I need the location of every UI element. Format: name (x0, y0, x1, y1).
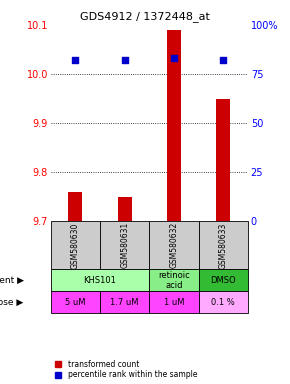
Text: KHS101: KHS101 (84, 276, 117, 285)
Point (73, 57, 78, 63)
Bar (51, 221, 100, 269)
Bar (51, 291, 100, 313)
Bar (167, 30, 181, 221)
Bar (149, 291, 199, 313)
Text: 5 uM: 5 uM (65, 298, 86, 306)
Bar (216, 99, 230, 221)
Legend: transformed count, percentile rank within the sample: transformed count, percentile rank withi… (55, 359, 198, 380)
Bar (100, 291, 149, 313)
Text: 0.1 %: 0.1 % (211, 298, 235, 306)
Text: retinoic
acid: retinoic acid (158, 271, 190, 290)
Text: GSM580631: GSM580631 (120, 222, 129, 268)
Text: DMSO: DMSO (211, 276, 236, 285)
Bar (199, 221, 248, 269)
Text: agent ▶: agent ▶ (0, 276, 23, 285)
Bar (68, 192, 82, 221)
Bar (100, 221, 149, 269)
Text: 1 uM: 1 uM (164, 298, 184, 306)
Text: 1.7 uM: 1.7 uM (110, 298, 139, 306)
Point (172, 55, 176, 61)
Bar (149, 221, 199, 269)
Bar (118, 197, 132, 221)
Bar (199, 269, 248, 291)
Bar (149, 269, 199, 291)
Text: dose ▶: dose ▶ (0, 298, 23, 306)
Bar (51, 269, 149, 291)
Text: GSM580633: GSM580633 (219, 222, 228, 268)
Text: GDS4912 / 1372448_at: GDS4912 / 1372448_at (80, 11, 210, 22)
Text: GSM580632: GSM580632 (169, 222, 179, 268)
Point (221, 57, 226, 63)
Point (122, 57, 127, 63)
Bar (199, 291, 248, 313)
Text: GSM580630: GSM580630 (71, 222, 80, 268)
